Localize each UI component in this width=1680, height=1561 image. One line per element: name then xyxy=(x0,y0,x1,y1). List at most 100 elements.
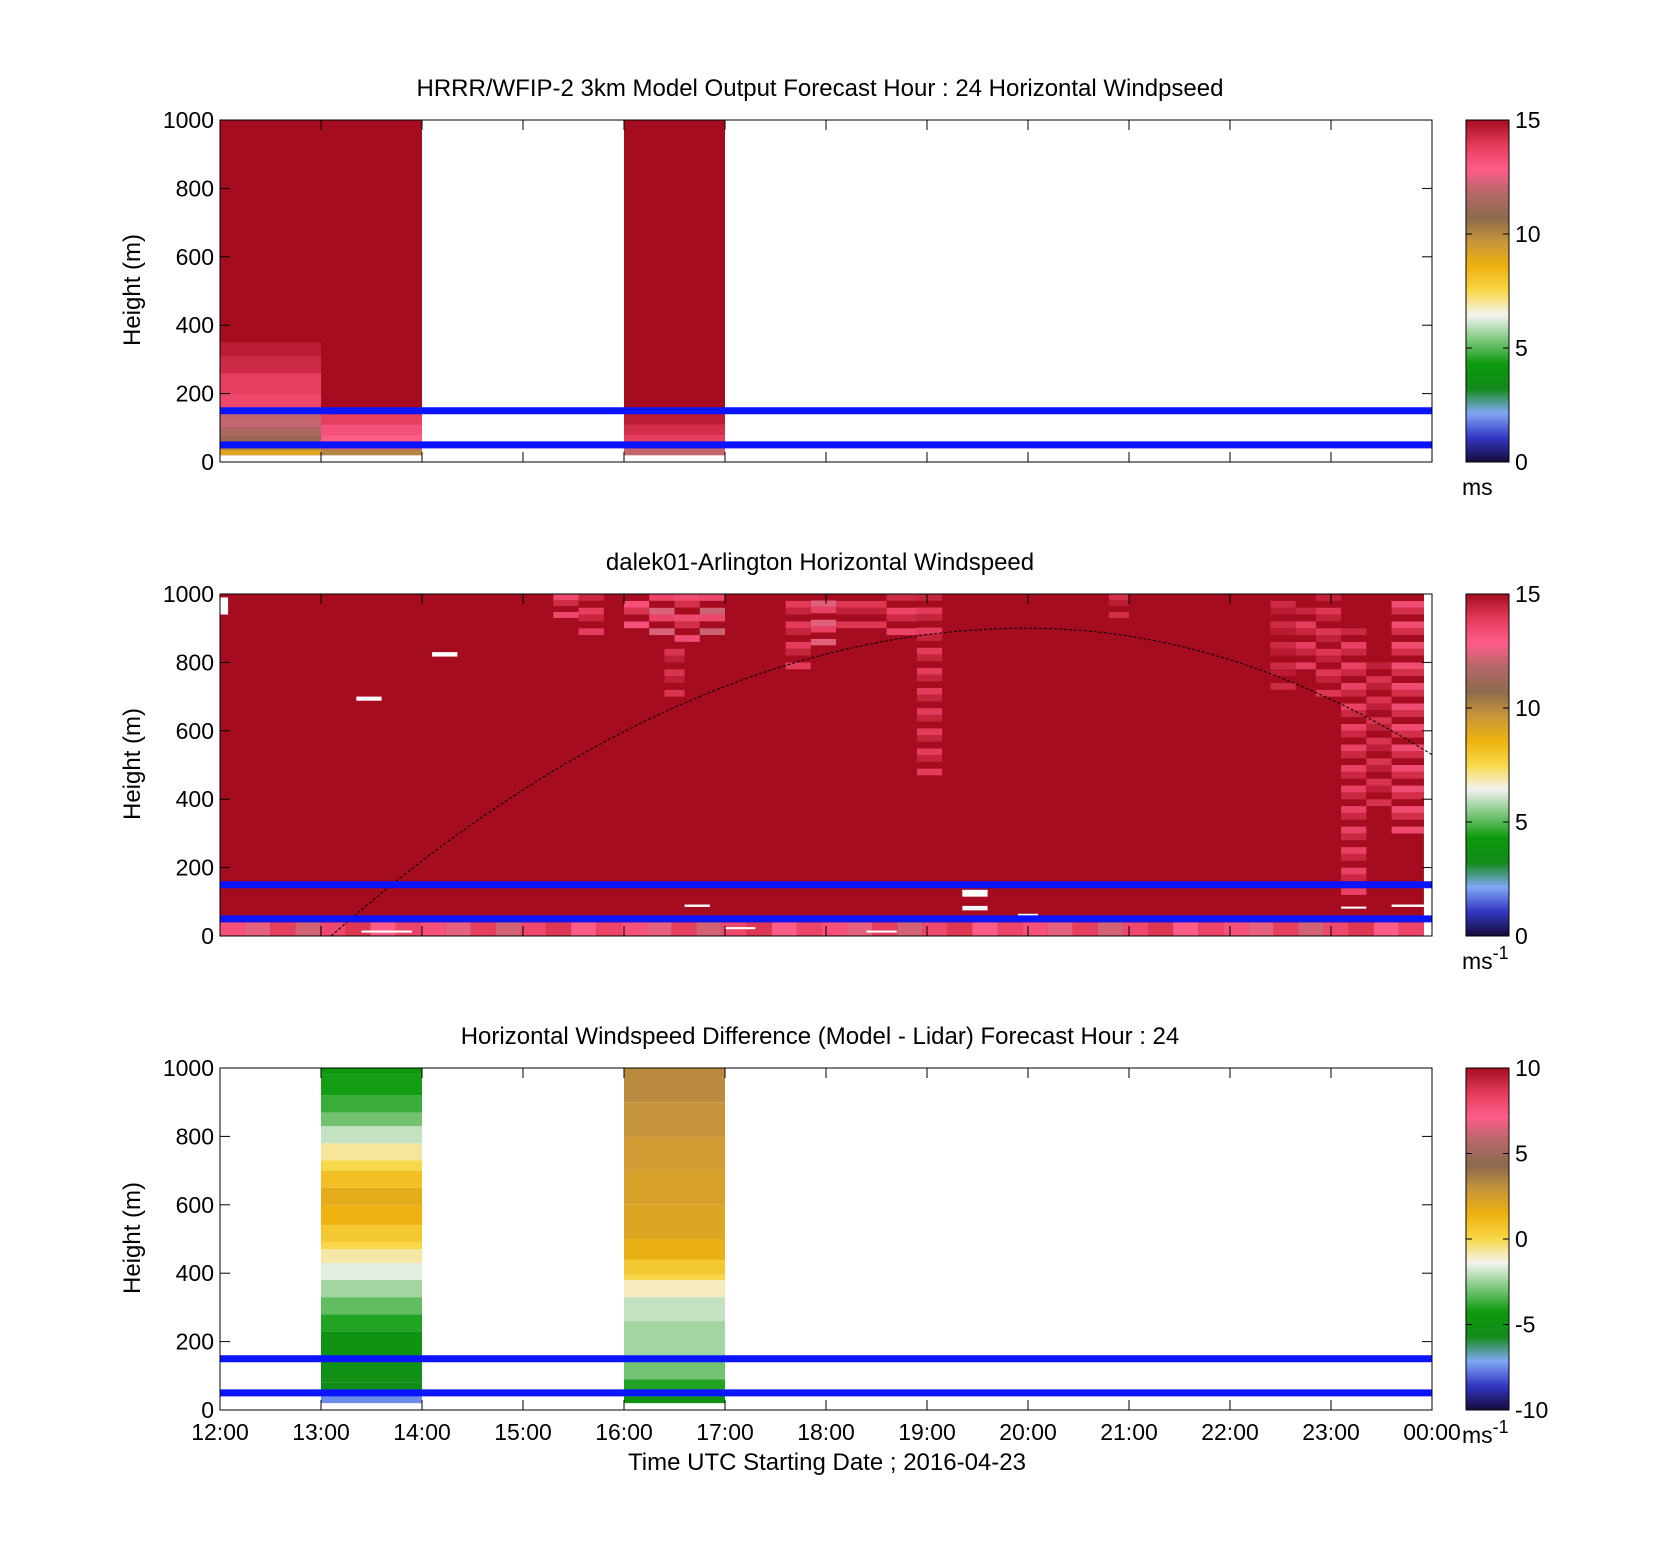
missing-data-cell xyxy=(962,905,988,911)
data-patch-cell xyxy=(810,619,837,627)
y-tick-label: 600 xyxy=(176,718,214,744)
data-patch-cell xyxy=(1391,792,1424,800)
data-patch-cell xyxy=(1270,669,1296,677)
colorbar-unit: ms-1 xyxy=(1462,1417,1509,1448)
data-patch-cell xyxy=(1341,717,1367,724)
data-cell xyxy=(321,1187,422,1205)
y-tick-label: 1000 xyxy=(163,1055,214,1081)
y-tick-label: 400 xyxy=(176,1260,214,1286)
data-patch-cell xyxy=(810,626,837,633)
data-patch-cell xyxy=(916,681,943,688)
y-tick-label: 800 xyxy=(176,175,214,201)
data-patch-cell xyxy=(1341,751,1367,759)
data-patch-cell xyxy=(1366,669,1392,677)
data-patch-cell xyxy=(1108,599,1129,606)
data-patch-cell xyxy=(699,600,725,608)
missing-data-cell xyxy=(1017,913,1039,916)
data-patch-cell xyxy=(1391,628,1424,636)
colorbar-tick-label: -10 xyxy=(1515,1397,1548,1423)
data-patch-cell xyxy=(664,641,685,649)
near-surface-cell xyxy=(771,922,797,936)
data-patch-cell xyxy=(1341,867,1367,875)
panel-difference: Horizontal Windspeed Difference (Model -… xyxy=(119,1023,1548,1448)
data-patch-cell xyxy=(1341,710,1367,718)
near-surface-cell xyxy=(295,922,321,936)
data-patch-cell xyxy=(1270,594,1296,601)
data-patch-cell xyxy=(664,689,685,697)
y-tick-label: 600 xyxy=(176,244,214,270)
near-surface-cell xyxy=(671,922,697,936)
data-patch-cell xyxy=(1295,662,1316,670)
data-cell xyxy=(321,1314,422,1332)
heatmap-area xyxy=(220,594,1433,937)
data-cell xyxy=(220,355,321,374)
data-patch-cell xyxy=(1341,737,1367,745)
data-patch-cell xyxy=(578,594,604,601)
data-cell xyxy=(220,427,321,437)
x-tick-label: 19:00 xyxy=(898,1419,956,1445)
missing-data-cell xyxy=(962,889,988,897)
data-patch-cell xyxy=(1341,778,1367,786)
data-patch-cell xyxy=(916,667,943,675)
data-patch-cell xyxy=(1391,648,1424,656)
x-axis-label: Time UTC Starting Date ; 2016-04-23 xyxy=(628,1449,1026,1476)
data-patch-cell xyxy=(624,614,650,622)
data-patch-cell xyxy=(1270,682,1296,690)
data-cell xyxy=(321,414,422,425)
data-patch-cell xyxy=(1366,751,1392,759)
panel-model-windspeed: HRRR/WFIP-2 3km Model Output Forecast Ho… xyxy=(119,75,1541,500)
near-surface-cell xyxy=(1348,922,1374,936)
data-patch-cell xyxy=(916,741,943,749)
near-surface-cell xyxy=(796,922,822,936)
data-patch-cell xyxy=(1366,792,1392,800)
data-patch-cell xyxy=(1270,641,1296,649)
data-patch-cell xyxy=(1341,648,1367,656)
data-patch-cell xyxy=(1391,778,1424,786)
data-patch-cell xyxy=(1341,730,1367,738)
data-patch-cell xyxy=(1366,765,1392,772)
colorbar-tick-label: 0 xyxy=(1515,1226,1528,1252)
near-surface-cell xyxy=(922,922,948,936)
panel-title: HRRR/WFIP-2 3km Model Output Forecast Ho… xyxy=(417,75,1224,102)
data-cell xyxy=(321,1074,422,1096)
data-cell xyxy=(624,1274,725,1281)
data-cell xyxy=(624,1321,725,1356)
data-patch-cell xyxy=(916,768,943,776)
data-patch-cell xyxy=(916,661,943,668)
near-surface-cell xyxy=(821,922,848,936)
data-patch-cell xyxy=(699,614,725,622)
data-patch-cell xyxy=(1341,669,1367,677)
colorbar-unit: ms-1 xyxy=(1462,943,1509,974)
data-patch-cell xyxy=(1391,717,1424,724)
near-surface-cell xyxy=(470,922,496,936)
y-tick-label: 800 xyxy=(176,1123,214,1149)
data-cell xyxy=(321,1358,422,1383)
data-patch-cell xyxy=(810,613,837,620)
data-patch-cell xyxy=(1391,635,1424,642)
heatmap-area xyxy=(220,120,1432,456)
data-patch-cell xyxy=(785,641,811,649)
data-patch-cell xyxy=(1270,655,1296,663)
colorbar-gradient xyxy=(1465,119,1510,463)
data-cell xyxy=(624,1239,725,1260)
data-patch-cell xyxy=(1366,723,1392,731)
data-patch-cell xyxy=(1108,605,1129,612)
data-patch-cell xyxy=(810,606,837,614)
data-patch-cell xyxy=(578,628,604,636)
panel-title: Horizontal Windspeed Difference (Model -… xyxy=(461,1023,1180,1050)
data-patch-cell xyxy=(785,648,811,656)
near-surface-cell xyxy=(1323,922,1349,936)
axes: 0 200 400 600 800 1000 12:00 13:00 14:00 15:00 16:… xyxy=(163,1055,1461,1445)
data-cell xyxy=(220,436,321,445)
data-patch-cell xyxy=(649,600,675,608)
data-patch-cell xyxy=(785,614,811,622)
panel-title: dalek01-Arlington Horizontal Windspeed xyxy=(606,549,1034,576)
data-patch-cell xyxy=(1315,689,1342,697)
near-surface-cell xyxy=(1122,922,1149,936)
near-surface-cell xyxy=(1072,922,1098,936)
data-patch-cell xyxy=(624,621,650,629)
data-patch-cell xyxy=(1295,641,1316,649)
data-patch-cell xyxy=(1315,655,1342,663)
data-patch-cell xyxy=(916,620,943,628)
data-patch-cell xyxy=(1108,611,1129,618)
